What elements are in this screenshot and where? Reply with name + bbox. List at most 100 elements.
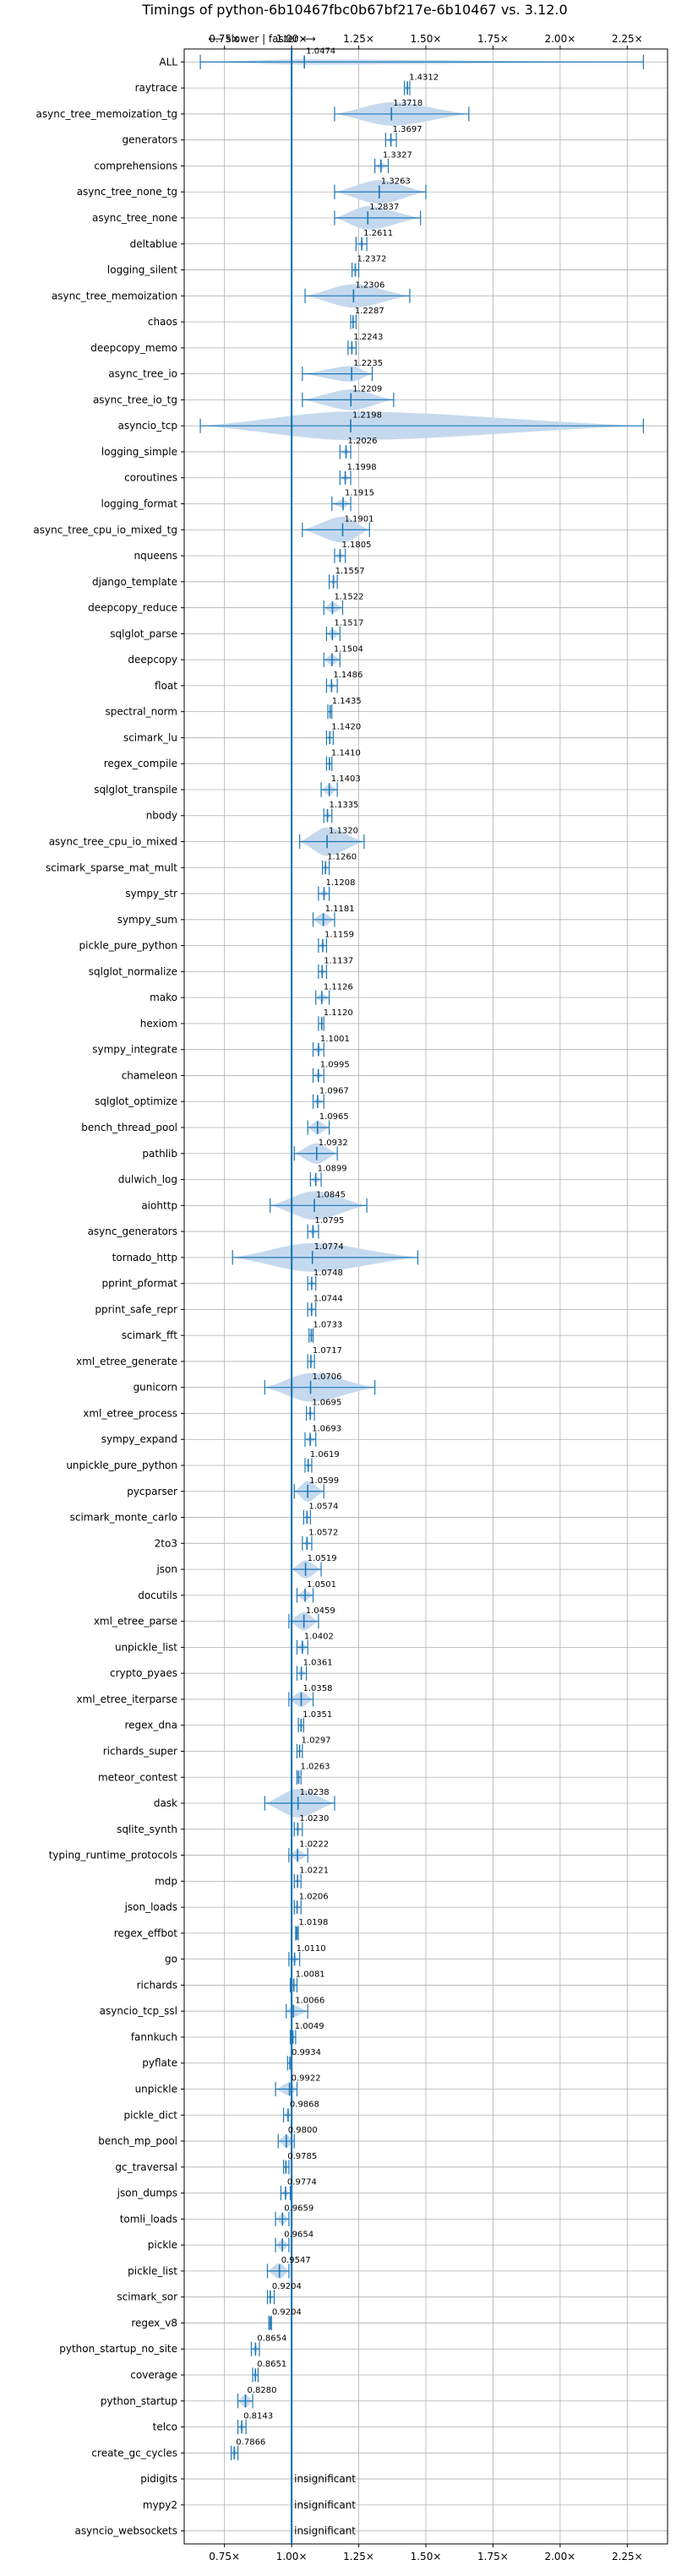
- category-label: generators: [122, 134, 177, 146]
- category-label: scimark_monte_carlo: [70, 1512, 177, 1524]
- mean-value-label: 0.9922: [292, 2074, 321, 2084]
- mean-value-label: 1.1915: [345, 489, 374, 498]
- mean-value-label: 1.0965: [319, 1112, 349, 1122]
- mean-value-label: 1.0297: [302, 1736, 331, 1746]
- category-label: python_startup_no_site: [59, 2343, 177, 2355]
- category-label: tornado_http: [112, 1252, 177, 1264]
- mean-value-label: 1.0619: [310, 1450, 340, 1459]
- category-label: nqueens: [134, 550, 177, 562]
- category-label: logging_format: [101, 497, 177, 509]
- mean-value-label: 0.9800: [288, 2126, 318, 2135]
- category-label: async_tree_cpu_io_mixed_tg: [33, 524, 177, 535]
- category-label: xml_etree_process: [83, 1407, 177, 1419]
- category-label: scimark_fft: [122, 1329, 177, 1341]
- mean-value-label: 0.9785: [287, 2152, 317, 2161]
- mean-value-label: 1.0198: [298, 1918, 328, 1927]
- category-label: coroutines: [124, 472, 177, 484]
- category-label: sqlite_synth: [117, 1823, 177, 1835]
- category-label: regex_v8: [131, 2317, 177, 2329]
- mean-value-label: 1.1486: [333, 671, 363, 680]
- category-label: go: [165, 1954, 177, 1965]
- x-tick-label-bottom: 1.75×: [477, 2551, 509, 2562]
- category-label: fannkuch: [131, 2031, 177, 2043]
- category-label: richards_super: [103, 1745, 177, 1757]
- category-label: mako: [150, 992, 177, 1003]
- mean-value-label: 1.3263: [381, 177, 411, 186]
- category-label: dask: [154, 1797, 177, 1809]
- category-label: telco: [153, 2421, 177, 2433]
- mean-value-label: 1.3718: [393, 99, 422, 108]
- category-label: sqlglot_optimize: [95, 1095, 177, 1107]
- mean-value-label: 1.1126: [324, 982, 353, 992]
- mean-value-label: 1.1260: [327, 852, 357, 861]
- x-tick-label-top: 1.75×: [477, 33, 509, 45]
- mean-value-label: 1.0748: [313, 1269, 343, 1278]
- mean-value-label: 0.9654: [284, 2230, 313, 2239]
- mean-value-label: 0.9934: [292, 2048, 321, 2057]
- category-label: asyncio_tcp_ssl: [100, 2005, 177, 2017]
- category-label: sqlglot_normalize: [89, 965, 177, 977]
- mean-value-label: 1.1435: [332, 697, 362, 706]
- mean-value-label: 1.1420: [331, 723, 361, 732]
- mean-value-label: 1.0572: [308, 1528, 338, 1537]
- category-label: sqlglot_transpile: [94, 784, 177, 796]
- category-label: deepcopy_memo: [90, 342, 177, 354]
- mean-value-label: 1.0733: [313, 1320, 342, 1329]
- category-label: mypy2: [143, 2499, 177, 2511]
- category-label: pickle_list: [128, 2265, 177, 2277]
- category-label: async_tree_io: [108, 368, 177, 380]
- mean-value-label: 1.1159: [324, 931, 354, 940]
- mean-value-label: 0.8280: [247, 2386, 276, 2395]
- mean-value-label: 0.9204: [272, 2308, 302, 2318]
- mean-value-label: 1.1557: [335, 567, 365, 576]
- category-label: regex_effbot: [114, 1927, 178, 1939]
- mean-value-label: 0.9868: [290, 2100, 319, 2109]
- mean-value-label: 1.0238: [300, 1788, 330, 1797]
- mean-value-label: 1.2198: [352, 410, 382, 420]
- mean-value-label: 1.0066: [295, 1996, 324, 2005]
- x-tick-label-top: 0.75×: [209, 33, 240, 45]
- category-label: comprehensions: [94, 160, 177, 171]
- mean-value-label: 1.2306: [355, 280, 384, 290]
- mean-value-label: 1.0899: [318, 1165, 347, 1174]
- category-label: async_tree_memoization: [52, 290, 177, 302]
- category-label: pickle_pure_python: [79, 940, 177, 952]
- mean-value-label: 1.1403: [331, 774, 361, 784]
- mean-value-label: 1.0995: [320, 1061, 350, 1070]
- category-label: asyncio_websockets: [75, 2525, 177, 2537]
- mean-value-label: 1.1137: [324, 957, 353, 966]
- category-label: xml_etree_generate: [76, 1356, 177, 1367]
- mean-value-label: 1.0110: [297, 1944, 326, 1954]
- category-label: deltablue: [130, 238, 177, 250]
- mean-value-label: 0.8651: [257, 2360, 286, 2369]
- category-label: unpickle_pure_python: [66, 1459, 177, 1471]
- category-label: async_tree_cpu_io_mixed: [49, 836, 177, 848]
- mean-value-label: 1.2235: [353, 359, 383, 368]
- mean-value-label: 1.0795: [314, 1216, 344, 1226]
- mean-value-label: 1.0519: [308, 1554, 337, 1563]
- category-label: regex_dna: [124, 1720, 177, 1731]
- mean-value-label: 0.8143: [243, 2412, 273, 2421]
- x-tick-label-bottom: 1.25×: [343, 2551, 374, 2562]
- x-tick-label-bottom: 2.00×: [544, 2551, 575, 2562]
- category-label: meteor_contest: [98, 1771, 177, 1783]
- mean-value-label: 1.0081: [296, 1970, 325, 1980]
- mean-value-label: 1.2611: [363, 229, 393, 238]
- category-label: sympy_expand: [101, 1433, 177, 1445]
- mean-value-label: 1.1998: [347, 463, 377, 472]
- category-label: deepcopy: [128, 654, 177, 666]
- category-label: chaos: [148, 316, 177, 328]
- mean-value-label: 1.0230: [299, 1814, 329, 1823]
- mean-value-label: 1.4312: [409, 73, 439, 82]
- mean-value-label: 1.1517: [334, 618, 363, 628]
- category-label: gc_traversal: [115, 2161, 177, 2173]
- mean-value-label: 1.0695: [312, 1399, 341, 1408]
- mean-value-label: 1.1901: [345, 514, 374, 524]
- category-label: logging_simple: [101, 446, 177, 458]
- mean-value-label: 0.9547: [281, 2256, 311, 2265]
- category-label: docutils: [138, 1590, 177, 1601]
- direction-label: ⟵ slower | faster ⟶: [208, 33, 316, 45]
- mean-value-label: 1.0501: [307, 1580, 336, 1590]
- x-tick-label-bottom: 1.50×: [411, 2551, 442, 2562]
- category-label: regex_compile: [104, 758, 177, 769]
